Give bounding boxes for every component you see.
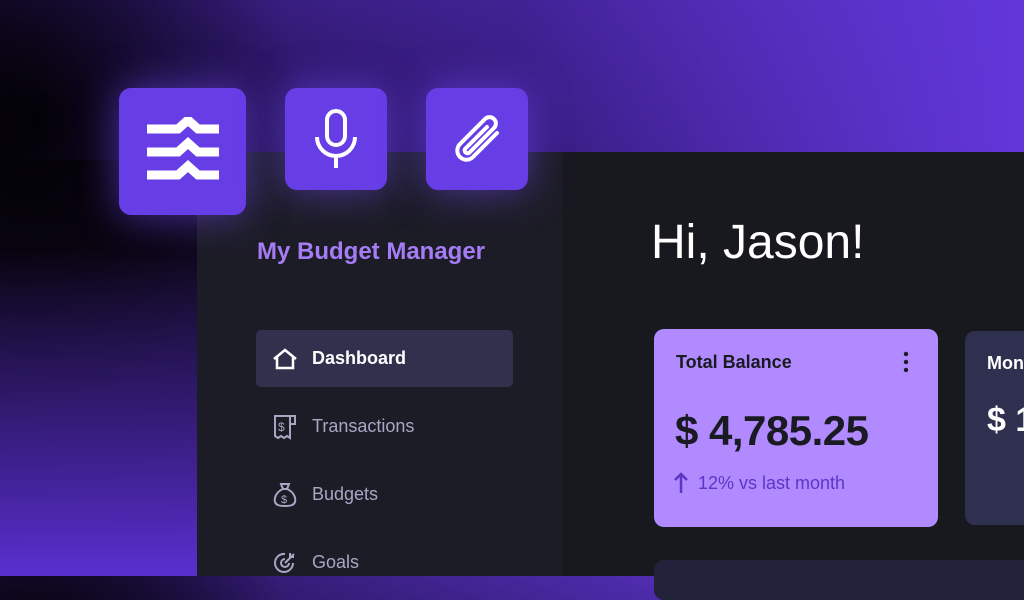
total-balance-card: Total Balance $ 4,785.25 12% vs last mon… [654,329,938,527]
card-title: Total Balance [676,352,792,372]
receipt-icon: $ [274,414,296,440]
card-value: $ 1 [987,401,1024,439]
balance-value: $ 4,785.25 [675,407,869,454]
waves-icon [146,116,219,179]
paperclip-icon [455,115,499,162]
background-glow [0,250,200,576]
waves-tile-button[interactable] [119,88,246,215]
app-title: My Budget Manager [257,238,486,265]
bottom-card [654,560,1024,600]
balance-change: 12% vs last month [674,472,845,494]
microphone-button[interactable] [285,88,387,190]
more-options-icon[interactable] [902,351,910,373]
sidebar-item-transactions[interactable]: $ Transactions [256,398,513,455]
card-title: Mon [987,353,1024,373]
sidebar-item-label: Dashboard [312,348,407,368]
sidebar-item-label: Budgets [312,484,379,504]
sidebar-item-goals[interactable]: Goals [256,534,513,591]
sidebar-item-label: Transactions [312,416,415,436]
arrow-up-icon [674,472,688,493]
monthly-card: Mon $ 1 [965,331,1024,525]
sidebar-item-budgets[interactable]: $ Budgets [256,466,513,523]
target-icon [274,552,295,573]
microphone-icon [315,109,357,168]
money-bag-icon: $ [273,482,297,507]
home-icon [273,347,297,369]
greeting: Hi, Jason! [651,216,865,269]
svg-text:$: $ [281,494,287,506]
attach-button[interactable] [426,88,528,190]
svg-text:$: $ [278,420,285,434]
change-text: 12% vs last month [698,472,846,493]
sidebar-item-dashboard[interactable]: Dashboard [256,330,513,387]
sidebar-item-label: Goals [312,552,360,572]
